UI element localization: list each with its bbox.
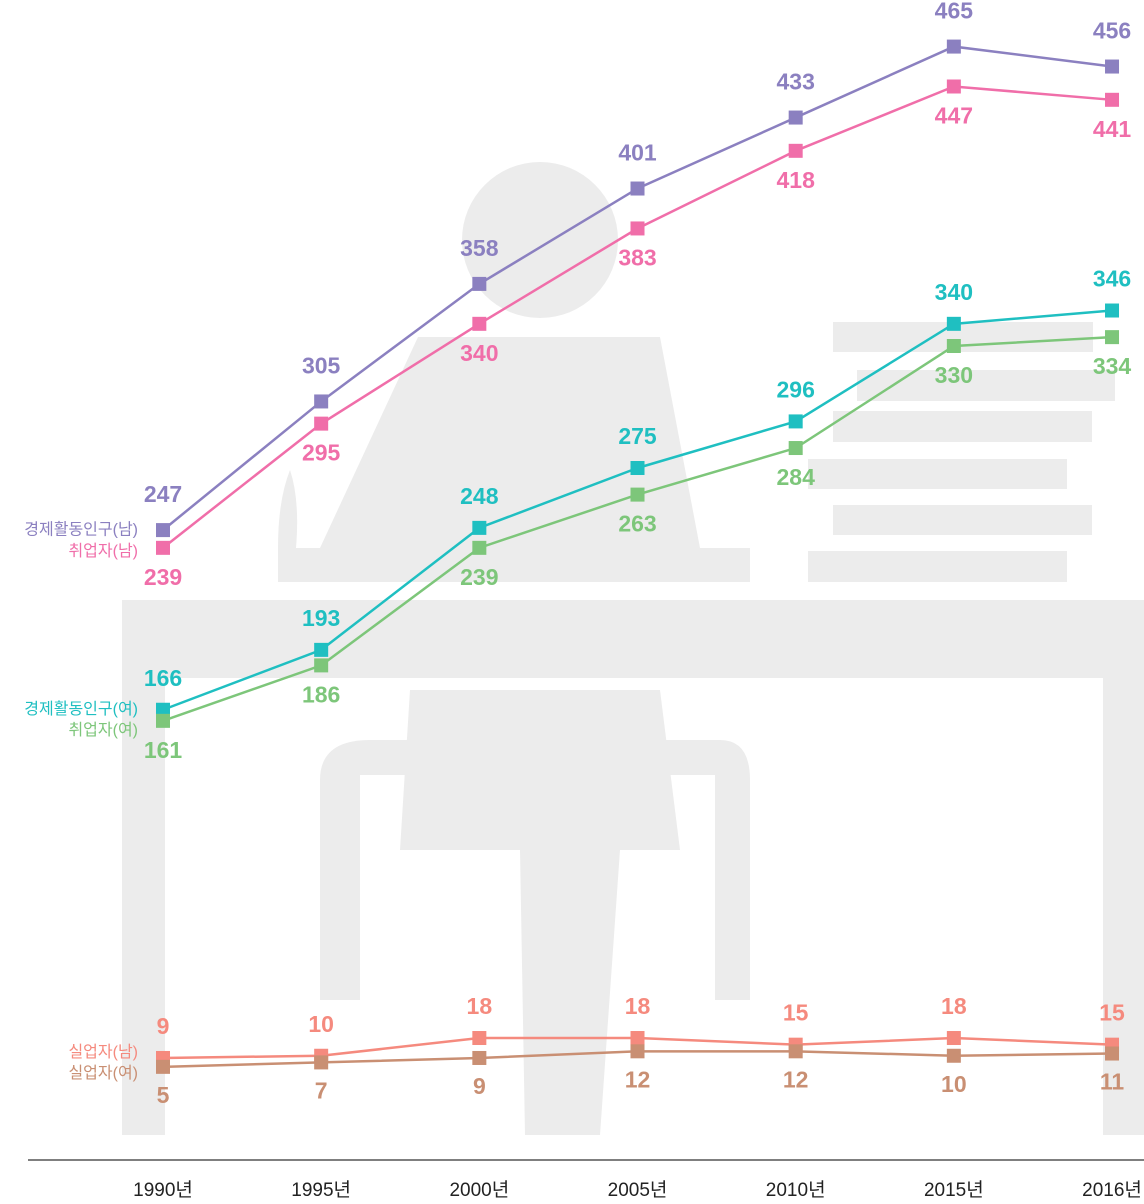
data-point bbox=[1105, 303, 1120, 318]
data-point bbox=[630, 1044, 645, 1059]
data-label: 275 bbox=[618, 423, 657, 449]
x-tick-label: 1990년 bbox=[133, 1179, 193, 1201]
data-label: 296 bbox=[776, 376, 814, 402]
data-point bbox=[314, 658, 329, 673]
data-label: 340 bbox=[460, 340, 498, 366]
data-point bbox=[946, 39, 961, 54]
data-point bbox=[788, 110, 803, 125]
data-label: 358 bbox=[460, 235, 499, 261]
data-label: 193 bbox=[302, 605, 340, 631]
legend-label: 취업자(여) bbox=[68, 721, 138, 739]
data-point bbox=[946, 79, 961, 94]
data-point bbox=[1105, 1046, 1120, 1061]
data-point bbox=[630, 181, 645, 196]
data-label: 447 bbox=[935, 103, 973, 129]
legend-label: 취업자(남) bbox=[68, 542, 138, 560]
data-label: 330 bbox=[935, 362, 973, 388]
data-point bbox=[630, 487, 645, 502]
legend-label: 실업자(여) bbox=[68, 1064, 138, 1082]
x-tick-label: 2005년 bbox=[608, 1179, 668, 1201]
data-label: 7 bbox=[315, 1077, 328, 1103]
data-point bbox=[472, 276, 487, 291]
data-label: 248 bbox=[460, 483, 499, 509]
data-label: 9 bbox=[473, 1073, 486, 1099]
data-point bbox=[156, 1059, 170, 1074]
data-label: 284 bbox=[776, 464, 815, 490]
x-tick-label: 2015년 bbox=[924, 1179, 984, 1201]
data-label: 441 bbox=[1093, 116, 1132, 142]
data-label: 239 bbox=[144, 564, 182, 590]
data-label: 15 bbox=[783, 1000, 809, 1026]
data-label: 418 bbox=[776, 167, 815, 193]
data-label: 166 bbox=[144, 665, 182, 691]
data-point bbox=[314, 394, 329, 409]
data-label: 10 bbox=[308, 1011, 334, 1037]
data-point bbox=[314, 416, 329, 431]
data-label: 295 bbox=[302, 440, 341, 466]
data-label: 12 bbox=[783, 1066, 809, 1092]
data-label: 247 bbox=[144, 481, 182, 507]
data-label: 340 bbox=[935, 279, 973, 305]
data-point bbox=[156, 702, 170, 717]
data-point bbox=[156, 540, 170, 555]
data-point bbox=[788, 441, 803, 456]
data-point bbox=[788, 143, 803, 158]
data-label: 186 bbox=[302, 681, 340, 707]
legend-label: 경제활동인구(여) bbox=[24, 700, 138, 718]
data-label: 456 bbox=[1093, 18, 1131, 44]
x-tick-label: 2016년 bbox=[1082, 1179, 1142, 1201]
data-point bbox=[630, 221, 645, 236]
data-label: 465 bbox=[935, 0, 974, 24]
data-label: 305 bbox=[302, 353, 341, 379]
data-label: 18 bbox=[625, 993, 651, 1019]
legend-label: 실업자(남) bbox=[68, 1043, 138, 1061]
data-label: 15 bbox=[1099, 1000, 1125, 1026]
data-point bbox=[314, 1055, 329, 1070]
data-point bbox=[472, 1031, 487, 1046]
data-label: 161 bbox=[144, 737, 183, 763]
background-illustration bbox=[122, 162, 1144, 1135]
data-point bbox=[788, 1044, 803, 1059]
x-tick-label: 1995년 bbox=[291, 1179, 351, 1201]
data-label: 18 bbox=[941, 993, 967, 1019]
data-label: 346 bbox=[1093, 266, 1131, 292]
data-point bbox=[946, 339, 961, 354]
data-point bbox=[472, 1050, 487, 1065]
data-label: 401 bbox=[618, 140, 657, 166]
data-label: 383 bbox=[618, 245, 656, 271]
data-point bbox=[472, 316, 487, 331]
data-label: 433 bbox=[776, 69, 814, 95]
data-point bbox=[472, 520, 487, 535]
x-tick-label: 2000년 bbox=[449, 1179, 509, 1201]
data-point bbox=[630, 460, 645, 475]
data-point bbox=[946, 316, 961, 331]
data-point bbox=[156, 713, 170, 728]
data-point bbox=[788, 414, 803, 429]
data-label: 239 bbox=[460, 564, 498, 590]
data-label: 5 bbox=[157, 1082, 170, 1108]
data-label: 334 bbox=[1093, 353, 1132, 379]
data-label: 18 bbox=[467, 993, 493, 1019]
data-point bbox=[946, 1031, 961, 1046]
data-label: 9 bbox=[157, 1013, 170, 1039]
data-point bbox=[946, 1048, 961, 1063]
data-point bbox=[314, 642, 329, 657]
data-label: 263 bbox=[618, 511, 656, 537]
data-point bbox=[1105, 59, 1120, 74]
data-point bbox=[1105, 330, 1120, 345]
data-label: 11 bbox=[1100, 1069, 1125, 1095]
legend-label: 경제활동인구(남) bbox=[24, 520, 138, 538]
data-point bbox=[1105, 92, 1120, 107]
data-point bbox=[630, 1031, 645, 1046]
x-tick-label: 2010년 bbox=[766, 1179, 826, 1201]
data-point bbox=[156, 523, 170, 538]
data-point bbox=[472, 540, 487, 555]
data-label: 10 bbox=[941, 1071, 967, 1097]
data-label: 12 bbox=[625, 1066, 651, 1092]
